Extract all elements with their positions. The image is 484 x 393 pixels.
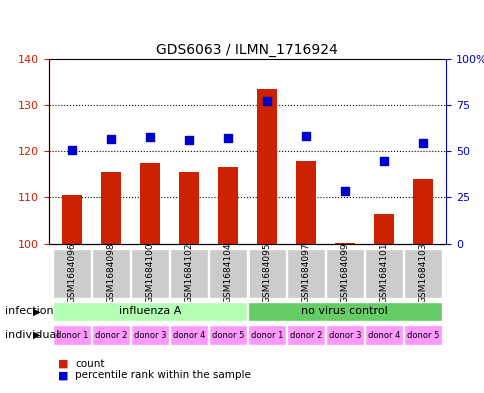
Text: count: count xyxy=(75,358,105,369)
Text: GSM1684095: GSM1684095 xyxy=(262,243,271,303)
FancyBboxPatch shape xyxy=(325,325,363,345)
Bar xyxy=(140,163,159,244)
Point xyxy=(340,188,348,194)
Text: donor 1: donor 1 xyxy=(56,331,88,340)
FancyBboxPatch shape xyxy=(325,249,363,298)
FancyBboxPatch shape xyxy=(209,325,246,345)
Bar xyxy=(62,195,81,244)
Text: ■: ■ xyxy=(58,370,69,380)
FancyBboxPatch shape xyxy=(170,325,207,345)
Bar xyxy=(373,214,393,244)
Text: donor 5: donor 5 xyxy=(211,331,243,340)
Text: infection: infection xyxy=(5,307,53,316)
Bar xyxy=(101,172,121,244)
Point xyxy=(302,132,309,139)
Text: donor 3: donor 3 xyxy=(328,331,360,340)
Text: GSM1684098: GSM1684098 xyxy=(106,243,115,303)
Text: GSM1684103: GSM1684103 xyxy=(417,243,426,303)
FancyBboxPatch shape xyxy=(248,325,285,345)
Point xyxy=(146,134,153,141)
FancyBboxPatch shape xyxy=(170,249,207,298)
Text: donor 2: donor 2 xyxy=(289,331,321,340)
FancyBboxPatch shape xyxy=(92,325,129,345)
Title: GDS6063 / ILMN_1716924: GDS6063 / ILMN_1716924 xyxy=(156,42,337,57)
FancyBboxPatch shape xyxy=(131,325,168,345)
Text: GSM1684096: GSM1684096 xyxy=(67,243,76,303)
Text: individual: individual xyxy=(5,330,59,340)
Text: ■: ■ xyxy=(58,358,69,369)
FancyBboxPatch shape xyxy=(364,249,402,298)
Point xyxy=(184,137,192,143)
Point xyxy=(379,158,387,165)
Text: donor 3: donor 3 xyxy=(134,331,166,340)
Text: GSM1684104: GSM1684104 xyxy=(223,243,232,303)
Text: donor 5: donor 5 xyxy=(406,331,438,340)
FancyBboxPatch shape xyxy=(364,325,402,345)
Bar xyxy=(412,179,432,244)
Point xyxy=(224,135,231,141)
Text: donor 4: donor 4 xyxy=(172,331,205,340)
FancyBboxPatch shape xyxy=(53,325,91,345)
Text: percentile rank within the sample: percentile rank within the sample xyxy=(75,370,251,380)
FancyBboxPatch shape xyxy=(53,249,91,298)
Bar xyxy=(179,172,198,244)
Text: GSM1684097: GSM1684097 xyxy=(301,243,310,303)
Text: GSM1684102: GSM1684102 xyxy=(184,243,193,303)
Bar xyxy=(218,167,237,244)
Point xyxy=(262,98,270,105)
Bar xyxy=(295,160,315,244)
FancyBboxPatch shape xyxy=(131,249,168,298)
Point xyxy=(418,140,426,146)
Bar xyxy=(334,243,354,244)
Text: GSM1684100: GSM1684100 xyxy=(145,243,154,303)
FancyBboxPatch shape xyxy=(287,325,324,345)
Bar xyxy=(257,89,276,244)
Text: GSM1684099: GSM1684099 xyxy=(340,243,348,303)
Text: influenza A: influenza A xyxy=(119,307,181,316)
Text: no virus control: no virus control xyxy=(301,307,387,316)
Text: ▶: ▶ xyxy=(32,307,40,316)
FancyBboxPatch shape xyxy=(209,249,246,298)
FancyBboxPatch shape xyxy=(248,302,440,321)
Text: ▶: ▶ xyxy=(32,330,40,340)
Point xyxy=(107,136,115,142)
Text: donor 2: donor 2 xyxy=(94,331,127,340)
Text: donor 1: donor 1 xyxy=(250,331,283,340)
Point xyxy=(68,147,76,154)
FancyBboxPatch shape xyxy=(403,325,440,345)
FancyBboxPatch shape xyxy=(248,249,285,298)
Text: GSM1684101: GSM1684101 xyxy=(378,243,388,303)
FancyBboxPatch shape xyxy=(53,302,246,321)
FancyBboxPatch shape xyxy=(287,249,324,298)
FancyBboxPatch shape xyxy=(92,249,129,298)
FancyBboxPatch shape xyxy=(403,249,440,298)
Text: donor 4: donor 4 xyxy=(367,331,399,340)
